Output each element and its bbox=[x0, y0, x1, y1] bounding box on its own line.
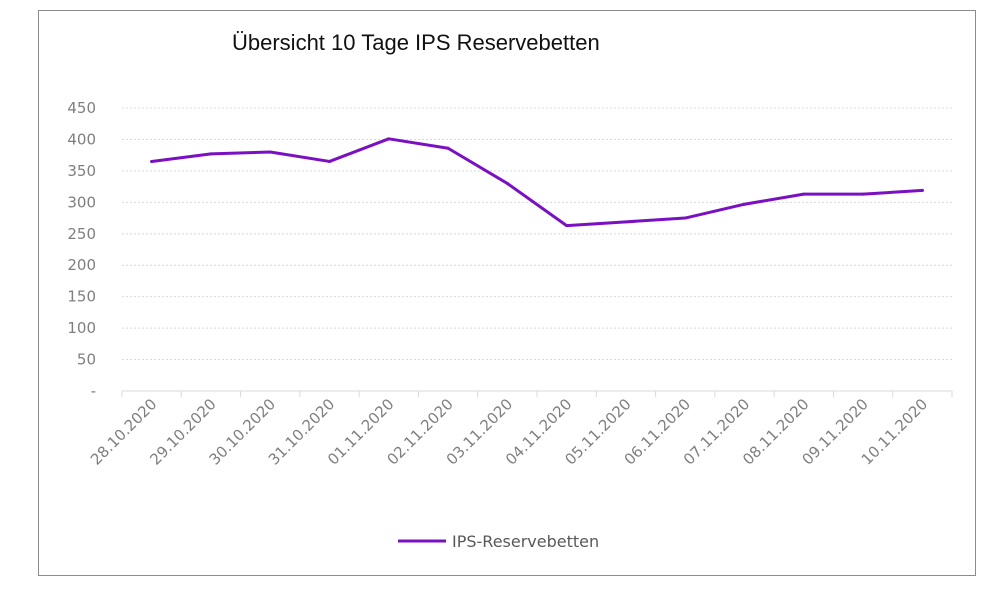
y-axis: - 50 100 150 200 250 300 350 400 450 bbox=[67, 99, 96, 400]
data-point bbox=[387, 137, 391, 141]
y-tick-label: 450 bbox=[67, 99, 96, 117]
chart-title: Übersicht 10 Tage IPS Reservebetten bbox=[232, 30, 600, 55]
data-point bbox=[505, 181, 509, 185]
y-tick-label: 200 bbox=[67, 256, 96, 274]
chart-frame bbox=[38, 10, 976, 576]
data-point bbox=[624, 220, 628, 224]
y-tick-label: 250 bbox=[67, 225, 96, 243]
y-tick-label: 100 bbox=[67, 319, 96, 337]
legend: IPS-Reservebetten bbox=[398, 532, 599, 551]
y-tick-label: 300 bbox=[67, 193, 96, 211]
gridlines bbox=[122, 107, 952, 361]
data-point bbox=[446, 146, 450, 150]
y-tick-label: 50 bbox=[77, 351, 96, 369]
data-point bbox=[743, 202, 746, 206]
data-point bbox=[150, 159, 154, 163]
y-tick-label: 150 bbox=[67, 288, 96, 306]
data-point bbox=[802, 192, 806, 196]
data-point bbox=[209, 152, 213, 156]
data-point bbox=[565, 224, 569, 228]
data-point bbox=[328, 159, 331, 163]
y-tick-label: - bbox=[91, 382, 96, 400]
series-lines bbox=[150, 137, 924, 228]
data-point bbox=[920, 188, 924, 192]
data-point bbox=[861, 192, 865, 196]
legend-label: IPS-Reservebetten bbox=[452, 532, 599, 551]
x-axis: 28.10.202029.10.202030.10.202031.10.2020… bbox=[87, 390, 953, 469]
y-tick-label: 400 bbox=[67, 130, 96, 148]
y-tick-label: 350 bbox=[67, 162, 96, 180]
series-line bbox=[150, 137, 924, 228]
data-point bbox=[268, 150, 272, 154]
data-point bbox=[683, 216, 687, 220]
